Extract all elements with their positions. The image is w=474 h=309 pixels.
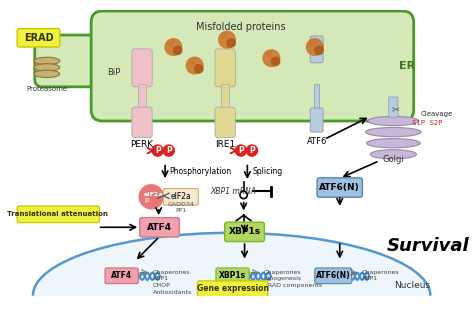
FancyBboxPatch shape bbox=[215, 107, 235, 138]
FancyBboxPatch shape bbox=[225, 222, 264, 242]
Circle shape bbox=[310, 40, 315, 46]
FancyBboxPatch shape bbox=[132, 107, 152, 138]
Text: ER: ER bbox=[399, 61, 415, 70]
Circle shape bbox=[266, 51, 272, 57]
FancyBboxPatch shape bbox=[132, 49, 152, 87]
Text: ATF4: ATF4 bbox=[111, 271, 132, 280]
Text: P: P bbox=[238, 146, 244, 155]
Circle shape bbox=[219, 31, 235, 48]
Circle shape bbox=[246, 145, 257, 156]
FancyBboxPatch shape bbox=[216, 268, 249, 284]
Text: eIF2a: eIF2a bbox=[144, 193, 163, 197]
Text: Proteasome: Proteasome bbox=[26, 86, 67, 92]
FancyBboxPatch shape bbox=[215, 49, 235, 87]
Circle shape bbox=[186, 57, 203, 74]
Text: Survival: Survival bbox=[387, 237, 470, 255]
Text: Chaperones
Lipogenesis
ERAD components: Chaperones Lipogenesis ERAD components bbox=[264, 270, 322, 288]
FancyBboxPatch shape bbox=[17, 28, 60, 47]
Ellipse shape bbox=[34, 57, 60, 65]
Circle shape bbox=[263, 50, 280, 66]
FancyBboxPatch shape bbox=[315, 268, 352, 284]
Ellipse shape bbox=[368, 116, 419, 126]
Text: ATF6: ATF6 bbox=[307, 137, 327, 146]
Text: Splicing: Splicing bbox=[253, 167, 283, 176]
Text: Translational attenuation: Translational attenuation bbox=[8, 211, 109, 217]
Circle shape bbox=[272, 57, 280, 66]
Text: XBP1s: XBP1s bbox=[219, 271, 246, 280]
FancyBboxPatch shape bbox=[35, 35, 124, 87]
Text: P: P bbox=[155, 146, 161, 155]
Ellipse shape bbox=[366, 138, 420, 148]
Ellipse shape bbox=[34, 70, 60, 78]
Bar bbox=[221, 84, 229, 110]
Ellipse shape bbox=[34, 64, 60, 71]
Text: ERAD: ERAD bbox=[24, 33, 53, 43]
FancyBboxPatch shape bbox=[140, 218, 180, 237]
Text: Gene expression: Gene expression bbox=[197, 284, 269, 293]
FancyBboxPatch shape bbox=[163, 188, 198, 205]
Text: S1P  S2P: S1P S2P bbox=[412, 120, 442, 126]
FancyBboxPatch shape bbox=[310, 36, 323, 63]
Circle shape bbox=[227, 39, 235, 47]
Text: Cleavage: Cleavage bbox=[421, 111, 453, 116]
Circle shape bbox=[307, 39, 323, 55]
Text: Chaperones
XBP1
CHOP
Antioxidants: Chaperones XBP1 CHOP Antioxidants bbox=[153, 270, 192, 294]
Text: P: P bbox=[166, 146, 172, 155]
Text: Golgi: Golgi bbox=[383, 155, 404, 164]
Circle shape bbox=[139, 185, 163, 209]
Circle shape bbox=[165, 39, 182, 55]
Circle shape bbox=[195, 65, 203, 73]
Circle shape bbox=[235, 145, 246, 156]
Text: GADD34
PP1: GADD34 PP1 bbox=[167, 202, 194, 214]
Text: Misfolded proteins: Misfolded proteins bbox=[196, 22, 286, 32]
Bar bbox=[314, 84, 319, 110]
Text: ✂: ✂ bbox=[391, 104, 399, 114]
Text: ATF4: ATF4 bbox=[147, 223, 172, 232]
Text: ATF6(N): ATF6(N) bbox=[316, 271, 351, 280]
Text: p: p bbox=[145, 197, 149, 203]
Circle shape bbox=[189, 58, 195, 64]
Text: Phosphorylation: Phosphorylation bbox=[170, 167, 232, 176]
Ellipse shape bbox=[365, 128, 421, 137]
Text: XBP1s: XBP1s bbox=[228, 227, 261, 236]
FancyBboxPatch shape bbox=[105, 268, 138, 284]
Circle shape bbox=[168, 40, 174, 46]
Text: eIF2a: eIF2a bbox=[171, 192, 191, 201]
FancyBboxPatch shape bbox=[91, 11, 414, 121]
Text: PERK: PERK bbox=[130, 140, 154, 149]
FancyBboxPatch shape bbox=[310, 108, 323, 132]
FancyBboxPatch shape bbox=[198, 281, 268, 297]
FancyBboxPatch shape bbox=[389, 97, 398, 117]
FancyBboxPatch shape bbox=[317, 178, 363, 197]
Ellipse shape bbox=[370, 150, 417, 159]
Text: P: P bbox=[249, 146, 255, 155]
Circle shape bbox=[315, 46, 323, 55]
Ellipse shape bbox=[33, 233, 430, 309]
Text: Nucleus: Nucleus bbox=[394, 281, 430, 290]
FancyBboxPatch shape bbox=[17, 206, 100, 223]
Text: BiP: BiP bbox=[108, 68, 121, 78]
Circle shape bbox=[152, 145, 163, 156]
Circle shape bbox=[222, 33, 228, 38]
Bar bbox=[138, 84, 146, 110]
Text: XBP1 mRNA: XBP1 mRNA bbox=[210, 187, 256, 196]
Text: IRE1: IRE1 bbox=[215, 140, 235, 149]
Text: Chaperones
XBP1: Chaperones XBP1 bbox=[362, 270, 400, 281]
Circle shape bbox=[173, 46, 182, 55]
Circle shape bbox=[163, 145, 174, 156]
Text: ATF6(N): ATF6(N) bbox=[319, 183, 360, 192]
